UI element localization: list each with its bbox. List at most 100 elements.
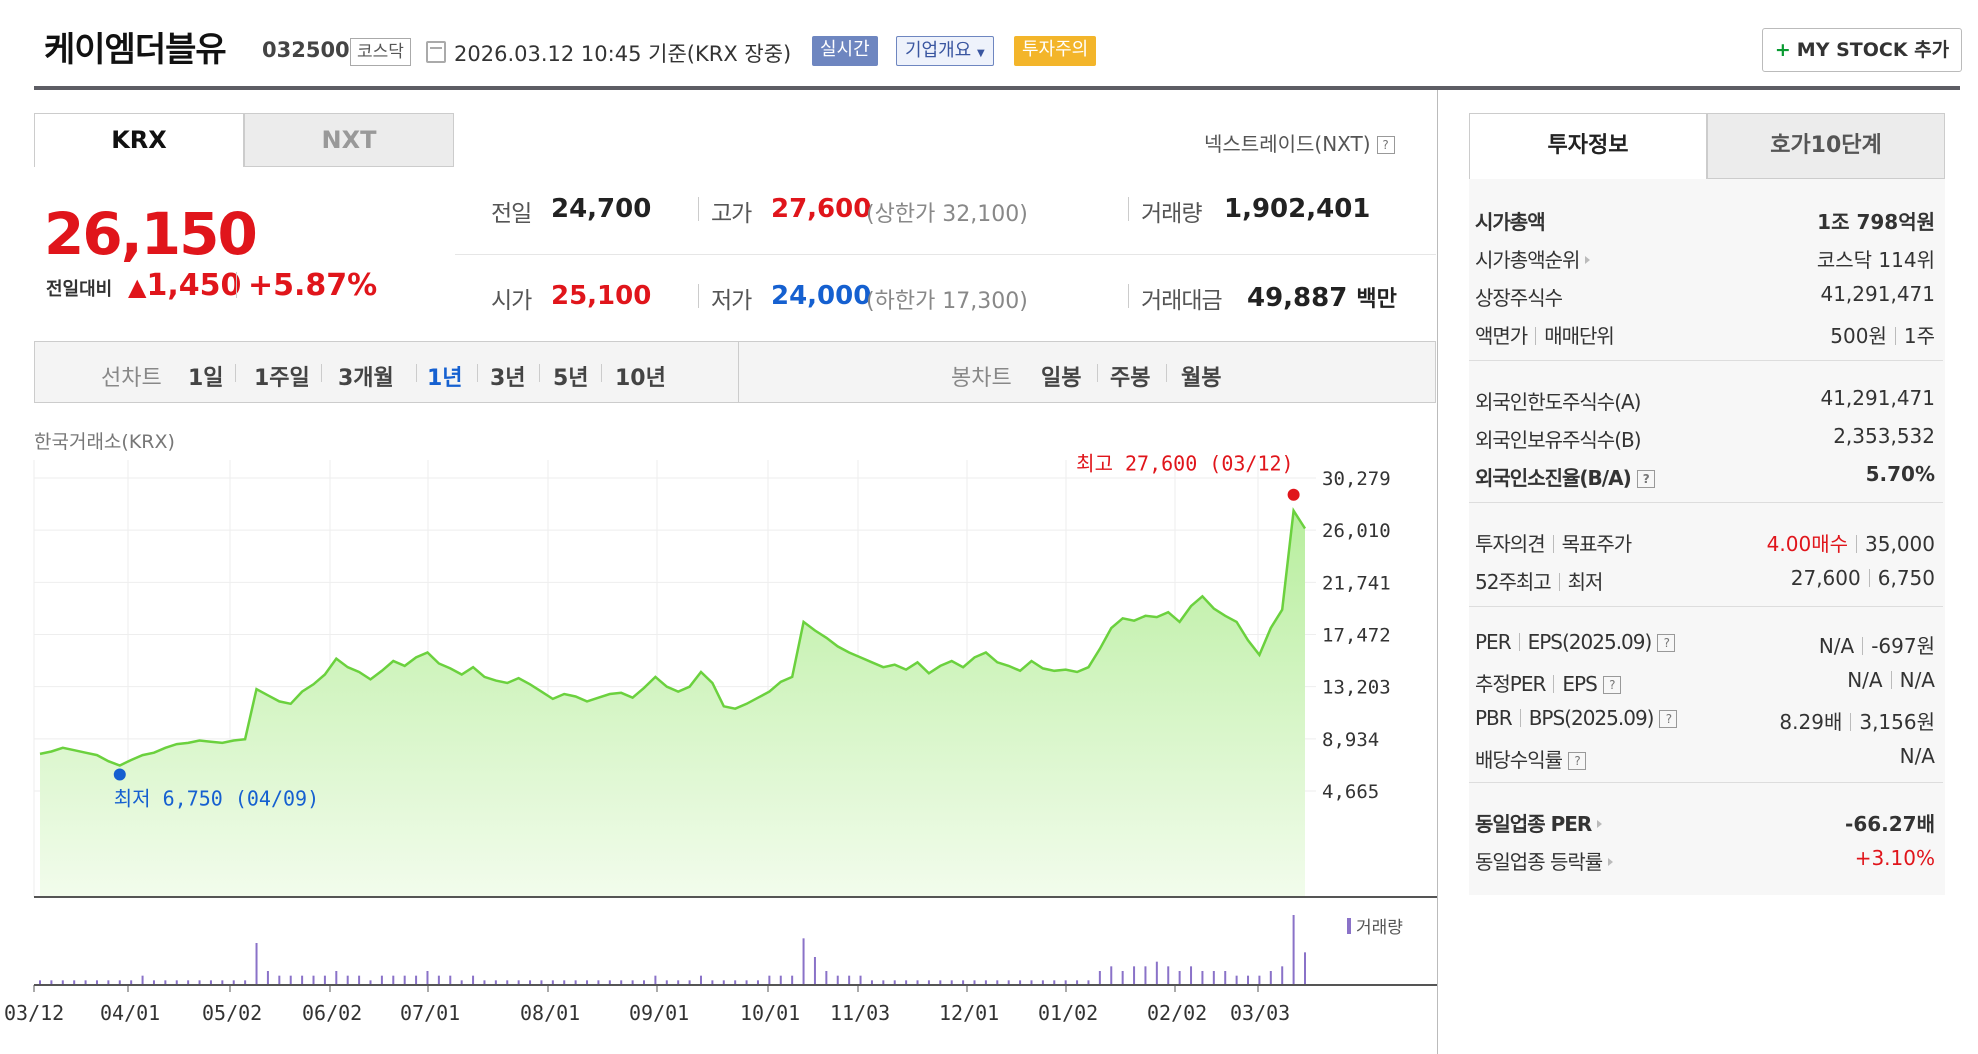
volume-bar <box>460 980 463 985</box>
volume-bar <box>574 980 577 985</box>
volume-bar <box>50 980 53 985</box>
volume-bar <box>130 980 133 985</box>
volume-bar <box>415 975 418 985</box>
volume-bar <box>665 980 668 985</box>
volume-bar <box>1110 966 1113 985</box>
info-value: 41,291,471 <box>1820 282 1935 306</box>
volume-bar <box>483 980 486 985</box>
period-1w[interactable]: 1주일 <box>254 366 310 391</box>
divider <box>698 284 699 308</box>
volume-bar <box>791 975 794 985</box>
info-label[interactable]: 동일업종 등락률 <box>1475 846 1614 875</box>
min-label: 최저 6,750 (04/09) <box>114 787 319 811</box>
tab-nxt[interactable]: NXT <box>244 113 454 167</box>
volume-bar <box>677 980 680 985</box>
volume-bar <box>927 980 930 985</box>
y-tick-label: 13,203 <box>1322 677 1391 699</box>
volume-bar <box>563 980 566 985</box>
help-icon[interactable]: ? <box>1659 710 1678 728</box>
info-value: 코스닥 114위 <box>1816 248 1935 272</box>
info-label[interactable]: PBR BPS(2025.09)? <box>1475 706 1678 730</box>
period-3y[interactable]: 3년 <box>490 366 526 391</box>
help-icon[interactable]: ? <box>1602 676 1621 694</box>
help-icon[interactable]: ? <box>1636 470 1655 488</box>
period-10y[interactable]: 10년 <box>615 366 666 391</box>
info-value: 41,291,471 <box>1820 386 1935 410</box>
period-5y[interactable]: 5년 <box>553 366 589 391</box>
volume-bar <box>426 971 429 985</box>
volume-bar <box>164 980 167 985</box>
period-1d[interactable]: 1일 <box>188 366 224 391</box>
candle-weekly[interactable]: 주봉 <box>1110 366 1151 391</box>
y-tick-label: 17,472 <box>1322 625 1391 647</box>
volume-bar <box>437 975 440 985</box>
volume-bar <box>1258 975 1261 985</box>
chart-toolbar: 선차트 1일 1주일 3개월 1년 3년 5년 10년 봉차트 일봉 주봉 월봉 <box>34 341 1436 403</box>
info-value: 500원 1주 <box>1830 324 1935 348</box>
info-label[interactable]: 시가총액순위 <box>1475 244 1591 273</box>
volume-bar <box>1155 961 1158 985</box>
help-icon[interactable]: ? <box>1376 136 1395 154</box>
divider <box>416 364 417 382</box>
volume-bar <box>699 975 702 985</box>
volume-bar <box>540 980 543 985</box>
high-value: 27,600 <box>771 194 872 224</box>
info-label[interactable]: 배당수익률? <box>1475 744 1586 773</box>
section-divider <box>1469 502 1943 503</box>
info-label[interactable]: 외국인소진율(B/A)? <box>1475 462 1655 491</box>
info-value: 27,600 6,750 <box>1790 566 1935 590</box>
calendar-icon <box>426 41 446 63</box>
volume-bar <box>643 980 646 985</box>
info-label[interactable]: 추정PER EPS? <box>1475 668 1621 697</box>
info-label: 시가총액 <box>1475 210 1546 234</box>
chevron-down-icon: ▼ <box>976 48 985 59</box>
amount-label: 거래대금 <box>1141 288 1223 314</box>
x-tick-label: 03/12 <box>4 1001 64 1025</box>
volume-bar <box>1076 980 1079 985</box>
volume-bar <box>916 980 919 985</box>
my-stock-add-button[interactable]: + MY STOCK 추가 <box>1762 28 1962 72</box>
tab-invest-info[interactable]: 투자정보 <box>1469 113 1707 179</box>
nxt-link[interactable]: 넥스트레이드(NXT)? <box>1204 128 1395 157</box>
volume-bar <box>1030 980 1033 985</box>
volume-bar <box>893 980 896 985</box>
volume-bar <box>1201 971 1204 985</box>
volume-bar <box>745 980 748 985</box>
volume-bar <box>323 975 326 985</box>
volume-bar <box>734 980 737 985</box>
info-label[interactable]: 동일업종 PER <box>1475 808 1603 837</box>
volume-label: 거래량 <box>1141 201 1202 227</box>
volume-value: 1,902,401 <box>1224 194 1371 224</box>
period-3m[interactable]: 3개월 <box>338 366 394 391</box>
volume-bar <box>1292 915 1295 985</box>
info-value: 1조 798억원 <box>1817 210 1935 234</box>
candle-monthly[interactable]: 월봉 <box>1181 366 1222 391</box>
info-label: 외국인한도주식수(A) <box>1475 390 1641 414</box>
volume-bar <box>289 975 292 985</box>
volume-bar <box>221 980 224 985</box>
period-1y[interactable]: 1년 <box>427 366 463 391</box>
candle-daily[interactable]: 일봉 <box>1041 366 1082 391</box>
help-icon[interactable]: ? <box>1657 634 1676 652</box>
help-icon[interactable]: ? <box>1568 752 1586 770</box>
volume-bar <box>711 980 714 985</box>
company-overview-dropdown[interactable]: 기업개요 ▼ <box>896 36 994 66</box>
amount-value: 49,887 백만 <box>1247 283 1397 313</box>
tab-krx[interactable]: KRX <box>34 113 244 167</box>
volume-bar <box>1087 980 1090 985</box>
volume-bar <box>973 980 976 985</box>
volume-bar <box>984 980 987 985</box>
y-tick-label: 21,741 <box>1322 572 1391 594</box>
divider <box>738 342 739 402</box>
volume-bar <box>586 980 589 985</box>
volume-bar <box>802 938 805 985</box>
info-label: 52주최고 최저 <box>1475 570 1603 594</box>
info-label[interactable]: PER EPS(2025.09)? <box>1475 630 1676 654</box>
info-value: N/A <box>1899 744 1935 768</box>
price-chart[interactable]: 최고 27,600 (03/12) 최저 6,750 (04/09) 30,27… <box>0 440 1437 1054</box>
volume-bar <box>722 980 725 985</box>
realtime-tag[interactable]: 실시간 <box>812 36 878 66</box>
tab-order-book[interactable]: 호가10단계 <box>1707 113 1945 179</box>
volume-bar <box>1224 971 1227 985</box>
x-tick-label: 09/01 <box>629 1001 689 1025</box>
